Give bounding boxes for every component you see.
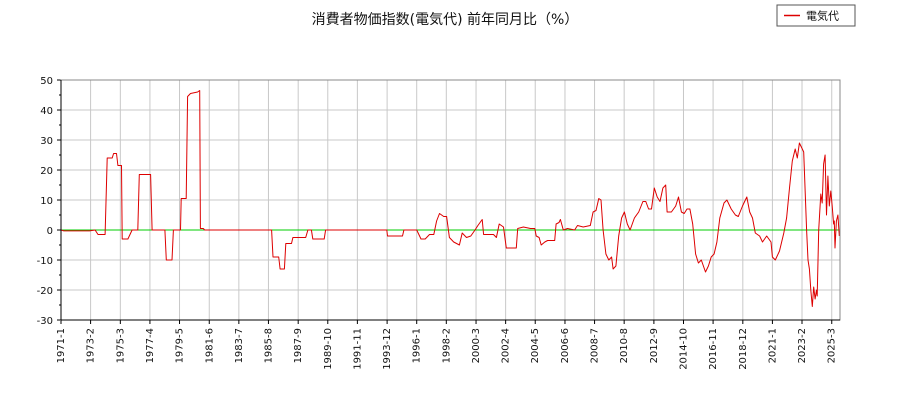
x-tick-label: 1981-6 [204,328,215,363]
x-tick-label: 2000-3 [471,328,482,363]
y-tick-label: -20 [37,286,53,297]
x-tick-label: 2010-8 [619,328,630,363]
x-tick-label: 1975-3 [115,328,126,363]
x-tick-label: 1989-10 [323,328,334,370]
y-tick-label: 20 [40,166,53,177]
x-tick-label: 1991-11 [352,328,363,370]
legend-box [776,4,856,27]
x-tick-label: 1983-7 [234,328,245,363]
x-tick-label: 1973-2 [86,328,97,363]
y-tick-label: 10 [40,196,53,207]
series-layer [60,90,840,307]
y-tick-label: 50 [40,76,53,87]
x-tick-label: 2012-9 [649,328,660,363]
y-tick-label: -10 [37,256,53,267]
x-tick-label: 2016-11 [708,328,719,370]
x-tick-label: 2018-12 [738,328,749,370]
axis-layer: -30 -20 -10 0 10 20 30 40 50 1971-1 1973-2 1975-3 19… [37,76,841,370]
x-tick-label: 2006-6 [560,328,571,363]
x-tick-label: 2023-2 [797,328,808,363]
y-tick-label: -30 [37,316,53,327]
x-tick-label: 1993-12 [382,328,393,370]
y-tick-label: 40 [40,106,53,117]
x-tick-label: 1977-4 [145,328,156,363]
x-tick-label: 2014-10 [678,328,689,370]
x-tick-label: 2025-3 [827,328,838,363]
series-line [60,90,840,307]
legend-label: 電気代 [806,9,839,23]
x-tick-label: 1998-2 [441,328,452,363]
legend: 電気代 [776,4,856,27]
x-tick-label: 1996-1 [412,328,423,363]
x-tick-label: 1971-1 [56,328,67,363]
x-tick-label: 2008-7 [590,328,601,363]
x-tick-label: 2002-4 [501,328,512,363]
y-tick-label: 0 [47,226,53,237]
x-tick-label: 1987-9 [293,328,304,363]
chart-title: 消費者物価指数(電気代) 前年同月比（%） [312,11,579,28]
x-tick-label: 2021-1 [767,328,778,363]
x-tick-label: 2004-5 [530,328,541,363]
y-tick-label: 30 [40,136,53,147]
x-tick-label: 1985-8 [263,328,274,363]
x-tick-label: 1979-5 [175,328,186,363]
